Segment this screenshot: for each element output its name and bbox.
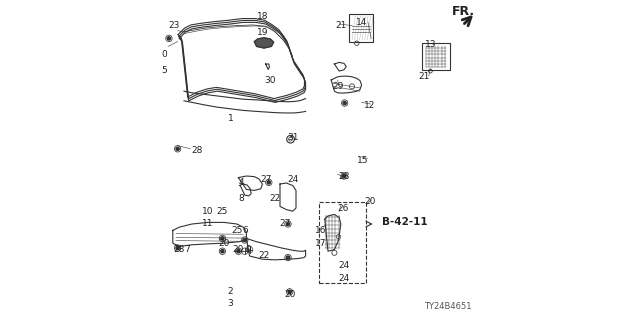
Circle shape [176, 246, 179, 250]
Text: 10: 10 [202, 207, 214, 216]
Bar [319, 202, 366, 283]
Text: 25: 25 [231, 226, 243, 235]
Text: 31: 31 [287, 133, 298, 142]
Text: 26: 26 [337, 204, 349, 212]
Text: TY24B4651: TY24B4651 [424, 302, 472, 311]
Text: 11: 11 [202, 220, 214, 228]
Text: 8: 8 [239, 194, 244, 203]
Text: 22: 22 [259, 252, 269, 260]
Circle shape [176, 147, 179, 150]
Circle shape [237, 250, 240, 253]
Circle shape [168, 37, 170, 40]
Text: 3: 3 [228, 300, 233, 308]
Text: 19: 19 [257, 28, 268, 36]
Text: 1: 1 [228, 114, 233, 123]
Text: 12: 12 [364, 101, 375, 110]
Circle shape [221, 237, 224, 240]
Text: B-42-11: B-42-11 [383, 217, 428, 228]
Text: 6: 6 [242, 226, 248, 235]
Text: 28: 28 [191, 146, 202, 155]
Circle shape [268, 181, 271, 184]
Text: 14: 14 [356, 18, 367, 27]
Text: FR.: FR. [452, 5, 475, 18]
Text: 30: 30 [265, 76, 276, 84]
Text: 28: 28 [339, 172, 349, 180]
Text: 23: 23 [169, 21, 180, 30]
Text: 9: 9 [245, 245, 251, 254]
Text: 20: 20 [233, 245, 244, 254]
Text: 15: 15 [358, 156, 369, 164]
Text: 28: 28 [173, 245, 184, 254]
Text: 20: 20 [284, 290, 295, 299]
Polygon shape [254, 38, 274, 48]
Circle shape [343, 101, 346, 105]
Text: 21: 21 [419, 72, 429, 81]
Text: 24: 24 [339, 261, 349, 270]
Text: 17: 17 [315, 239, 326, 248]
Text: 0: 0 [161, 50, 166, 59]
Text: 2: 2 [228, 287, 233, 296]
Circle shape [287, 256, 290, 259]
Text: 27: 27 [260, 175, 271, 184]
Circle shape [221, 250, 224, 253]
Circle shape [243, 238, 246, 242]
Text: 4: 4 [239, 178, 244, 187]
Text: 7: 7 [184, 245, 190, 254]
Circle shape [288, 290, 291, 293]
Text: 24: 24 [339, 274, 349, 283]
Text: 18: 18 [257, 12, 268, 20]
Text: 29: 29 [332, 82, 343, 91]
Text: 21: 21 [335, 21, 346, 30]
Text: 25: 25 [217, 207, 228, 216]
Text: 24: 24 [287, 175, 298, 184]
Circle shape [287, 222, 290, 226]
Circle shape [342, 174, 346, 178]
Text: 5: 5 [161, 66, 166, 75]
Text: 16: 16 [315, 226, 326, 235]
Text: 20: 20 [218, 239, 230, 248]
Text: 27: 27 [279, 220, 291, 228]
Text: 13: 13 [425, 40, 436, 49]
Text: 20: 20 [364, 197, 375, 206]
Text: 22: 22 [269, 194, 281, 203]
